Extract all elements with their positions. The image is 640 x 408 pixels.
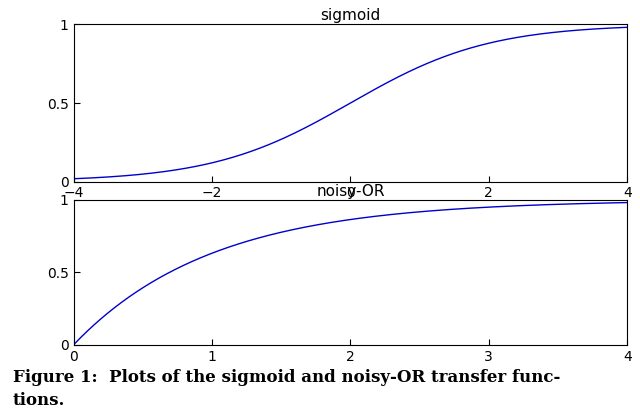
Text: tions.: tions. xyxy=(13,392,65,408)
Title: noisy-OR: noisy-OR xyxy=(316,184,385,199)
Title: sigmoid: sigmoid xyxy=(320,8,381,23)
Text: Figure 1:  Plots of the sigmoid and noisy-OR transfer func-: Figure 1: Plots of the sigmoid and noisy… xyxy=(13,369,560,386)
